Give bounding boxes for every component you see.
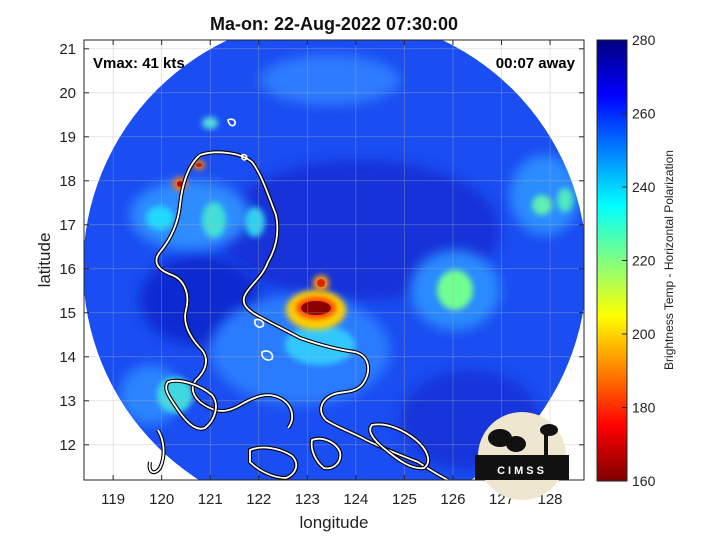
axes-frame <box>83 39 585 481</box>
y-tick-label: 19 <box>59 129 76 146</box>
cimss-logo: CIMSS <box>475 412 569 500</box>
rainband-far-east <box>510 155 580 235</box>
x-tick-label: 128 <box>538 491 563 508</box>
cell <box>557 188 573 212</box>
x-tick-label: 123 <box>295 491 320 508</box>
colorbar-label: Brightness Temp - Horizontal Polarizatio… <box>662 150 676 370</box>
logo-banner <box>475 455 569 480</box>
coastline-luzon-west <box>155 154 294 429</box>
colorbar-tick-label: 240 <box>632 179 656 195</box>
colorbar-ticks: 160 180 200 220 240 260 280 <box>622 32 656 489</box>
coastline-masbate <box>310 437 342 470</box>
y-tick-label: 21 <box>59 41 76 58</box>
x-tick-label: 125 <box>392 491 417 508</box>
y-tick-label: 13 <box>59 393 76 410</box>
x-tick-label: 120 <box>149 491 174 508</box>
coastline-samar <box>369 423 430 470</box>
eye <box>301 301 331 315</box>
logo-tank-icon <box>540 424 558 436</box>
y-axis-label: latitude <box>35 233 54 288</box>
coastline <box>147 118 449 480</box>
colorbar-tick-label: 220 <box>632 253 656 269</box>
x-tick-label: 122 <box>246 491 271 508</box>
cell <box>245 207 265 237</box>
rainband-north <box>260 55 400 105</box>
logo-dish-icon <box>506 436 526 452</box>
cell <box>532 195 552 215</box>
colorbar-tick-label: 260 <box>632 106 656 122</box>
coastline-mindoro <box>165 380 217 430</box>
colorbar-tick-label: 160 <box>632 473 656 489</box>
x-tick-label: 126 <box>440 491 465 508</box>
coastline-palawan <box>148 429 165 474</box>
cell-northwest-core <box>196 163 202 167</box>
y-tick-label: 12 <box>59 437 76 454</box>
north-cell-core <box>317 279 325 287</box>
x-tick-label: 124 <box>343 491 368 508</box>
colorbar-tick-label: 200 <box>632 326 656 342</box>
vmax-annotation: Vmax: 41 kts <box>93 55 185 72</box>
cell <box>202 202 226 238</box>
rainband-southwest <box>120 365 180 425</box>
colorbar-tick-label: 280 <box>632 32 656 48</box>
cell <box>146 206 174 230</box>
y-tick-label: 18 <box>59 173 76 190</box>
y-tick-label: 14 <box>59 349 76 366</box>
x-tick-label: 121 <box>198 491 223 508</box>
y-tick-label: 17 <box>59 217 76 234</box>
x-axis-label: longitude <box>299 513 368 532</box>
logo-tower-icon <box>544 430 548 456</box>
time-away-annotation: 00:07 away <box>496 55 576 72</box>
coastline-luzon-east <box>199 151 449 480</box>
cell-east <box>437 270 473 310</box>
coastline-panay <box>249 446 298 479</box>
colorbar-tick-label: 180 <box>632 400 656 416</box>
x-axis: 119 120 121 122 123 124 125 126 127 128 <box>101 40 563 508</box>
logo-text: CIMSS <box>497 465 547 477</box>
logo-dish-icon <box>488 429 512 447</box>
y-tick-label: 16 <box>59 261 76 278</box>
y-axis: 12 13 14 15 16 17 18 19 20 21 <box>59 41 584 454</box>
chart-title: Ma-on: 22-Aug-2022 07:30:00 <box>210 14 458 34</box>
y-tick-label: 15 <box>59 305 76 322</box>
y-tick-label: 20 <box>59 85 76 102</box>
coastline-islets <box>227 118 274 361</box>
x-tick-label: 119 <box>101 491 125 508</box>
